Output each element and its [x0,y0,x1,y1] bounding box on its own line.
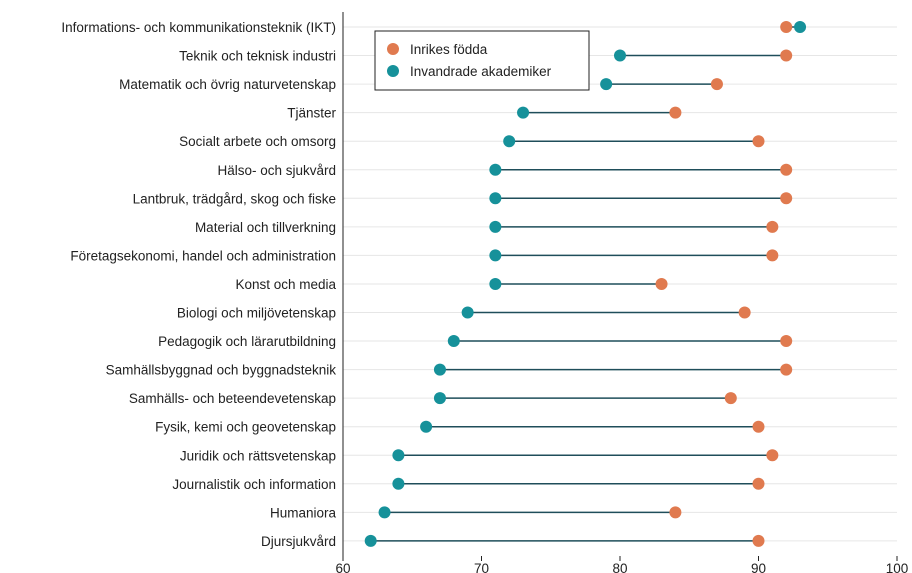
category-label: Journalistik och information [172,477,336,492]
point-inrikes [752,135,765,148]
legend-label-inrikes: Inrikes födda [410,42,488,57]
data-points [364,21,807,547]
point-invandrade [489,163,502,176]
category-label: Hälso- och sjukvård [217,163,336,178]
point-invandrade [364,534,377,547]
point-invandrade [447,335,460,348]
x-tick-label: 70 [474,561,489,573]
category-label: Socialt arbete och omsorg [179,134,336,149]
point-invandrade [461,306,474,319]
point-invandrade [392,477,405,490]
category-label: Juridik och rättsvetenskap [180,448,336,463]
category-label: Biologi och miljövetenskap [177,306,336,321]
point-inrikes [766,449,779,462]
legend-box [374,30,590,91]
point-inrikes [655,277,668,290]
category-label: Fysik, kemi och geovetenskap [155,420,336,435]
point-invandrade [503,135,516,148]
point-inrikes [669,106,682,119]
point-inrikes [780,49,793,62]
category-labels: Informations- och kommunikationsteknik (… [61,20,336,549]
point-invandrade [600,78,613,91]
category-label: Företagsekonomi, handel och administrati… [70,248,336,263]
point-inrikes [766,220,779,233]
point-inrikes [669,506,682,519]
x-tick-label: 100 [886,561,909,573]
x-tick-label: 80 [612,561,627,573]
category-label: Humaniora [270,505,337,520]
point-invandrade [489,249,502,262]
x-axis-ticks: 60 70 80 90 100 [335,556,908,573]
point-invandrade [489,220,502,233]
legend: Inrikes födda Invandrade akademiker [374,30,590,91]
dumbbell-lines [370,26,801,542]
point-invandrade [433,363,446,376]
point-invandrade [517,106,530,119]
category-label: Samhälls- och beteendevetenskap [129,391,336,406]
legend-marker-inrikes [387,43,399,55]
legend-label-invandrade: Invandrade akademiker [410,64,552,79]
point-invandrade [392,449,405,462]
category-label: Tjänster [287,106,336,121]
point-invandrade [794,21,807,33]
category-label: Matematik och övrig naturvetenskap [119,77,336,92]
point-invandrade [489,192,502,205]
category-label: Pedagogik och lärarutbildning [158,334,336,349]
point-inrikes [752,477,765,490]
category-label: Teknik och teknisk industri [179,49,336,64]
point-invandrade [433,392,446,405]
point-inrikes [710,78,723,91]
category-label: Konst och media [235,277,336,292]
category-label: Informations- och kommunikationsteknik (… [61,20,336,35]
x-tick-label: 60 [335,561,350,573]
category-label: Lantbruk, trädgård, skog och fiske [133,191,336,206]
point-inrikes [780,21,793,33]
point-invandrade [420,420,433,433]
point-inrikes [780,192,793,205]
point-inrikes [738,306,751,319]
point-invandrade [378,506,391,519]
legend-marker-invandrade [387,65,399,77]
point-invandrade [489,277,502,290]
category-label: Djursjukvård [261,534,336,549]
point-inrikes [780,335,793,348]
point-inrikes [780,363,793,376]
point-inrikes [752,534,765,547]
category-label: Material och tillverkning [195,220,336,235]
point-invandrade [614,49,626,62]
point-inrikes [766,249,779,262]
category-label: Samhällsbyggnad och byggnadsteknik [106,363,337,378]
x-tick-label: 90 [751,561,766,573]
point-inrikes [724,392,737,405]
point-inrikes [752,420,765,433]
point-inrikes [780,163,793,176]
